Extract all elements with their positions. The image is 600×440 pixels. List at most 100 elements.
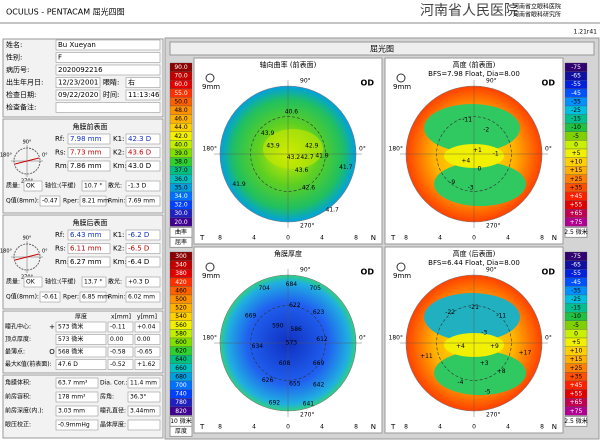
map-value: 684: [286, 281, 298, 288]
scale-label: +25: [570, 365, 583, 372]
field-box: [125, 77, 161, 88]
map-side: N: [371, 423, 376, 431]
map-zone: [424, 293, 520, 341]
field-value: 11:13:46: [128, 91, 160, 99]
field-box: [55, 346, 107, 358]
map-axis-label: 8: [218, 424, 222, 431]
field-box: [55, 64, 161, 76]
scale-swatch: [169, 217, 193, 227]
scale-label: +10: [570, 159, 583, 166]
field-box: [134, 334, 161, 345]
field-box: [127, 405, 161, 417]
map-value: 641: [303, 401, 315, 408]
field-label: 房角:: [100, 393, 114, 401]
map-axis-label: 4: [506, 424, 510, 431]
field-label: Q值(8mm):: [6, 293, 39, 301]
zoom-icon: [396, 73, 406, 83]
field-value: 7.98 mm: [70, 135, 102, 143]
field-box: [81, 180, 107, 192]
map-angle: 270°: [300, 412, 314, 419]
scale-label: +65: [570, 399, 583, 406]
field-label: 晶体厚度:: [100, 421, 126, 429]
scale-label: 46.0: [174, 116, 188, 123]
map-angle: 270°: [300, 223, 314, 230]
field-label: Rper:: [63, 294, 79, 301]
map-value: 623: [313, 309, 325, 316]
map-axis-label: 4: [438, 235, 442, 242]
scale-label: 660: [175, 365, 187, 372]
field-value: 09/22/2020: [58, 91, 98, 99]
map-value: +4: [456, 343, 465, 350]
scale-label: 560: [175, 322, 187, 329]
hospital-sub: 河南省眼科研究所: [513, 11, 561, 19]
field-label: Dia. Cor.:: [100, 380, 127, 387]
map-value: -3: [468, 185, 474, 192]
map-side: T: [390, 234, 396, 242]
field-value: -6.5 D: [128, 245, 149, 253]
field-value: -6.4 D: [128, 258, 149, 266]
scale-label: -75: [571, 253, 581, 260]
field-value: +0.04: [137, 324, 156, 331]
map-title: 高度 (前表面): [453, 60, 496, 69]
map-value: 40.6: [285, 108, 299, 115]
scale-label: -10: [571, 124, 581, 131]
field-value: 11.4 mm: [130, 380, 157, 387]
field-label: 时间:: [103, 90, 119, 99]
field-value: 47.6 D: [58, 361, 78, 368]
field-label: Rm:: [55, 258, 69, 266]
field-value: 43.0 D: [128, 162, 151, 170]
field-value: -0.65: [137, 349, 153, 356]
field-value: F: [58, 54, 62, 62]
map-value: +8: [497, 368, 506, 375]
field-label: 检查备注:: [6, 103, 36, 112]
field-box: [134, 359, 161, 370]
field-value: -1.3 D: [128, 183, 147, 190]
map-value: +9: [490, 343, 499, 350]
map-angle: 90°: [486, 78, 497, 85]
field-label: Rm:: [55, 162, 69, 170]
zoom-icon: [205, 73, 215, 83]
map-value: 41.9: [232, 181, 246, 188]
scale-label: +75: [570, 408, 583, 415]
scale-kind: 屈率: [175, 238, 187, 246]
map-side: N: [371, 234, 376, 242]
field-label: 质量:: [6, 182, 20, 190]
field-box: [55, 359, 107, 370]
field-value: 36.3°: [130, 394, 146, 401]
field-value: 10.7 °: [84, 183, 102, 190]
scale-kind-box: [169, 236, 193, 248]
scale-label: -25: [571, 107, 581, 114]
field-value: -0.11: [110, 324, 126, 331]
map-axis-label: 8: [404, 424, 408, 431]
zoom-icon: [396, 262, 406, 272]
field-box: [67, 243, 111, 254]
field-box: [67, 133, 111, 145]
diagram-label: 0°: [42, 153, 48, 159]
scale-label: +45: [570, 193, 583, 200]
map-title: 高度 (后表面): [453, 249, 496, 258]
field-box: [67, 229, 111, 241]
scale-label: 55.0: [174, 90, 188, 97]
map-side: T: [390, 423, 396, 431]
scale-label: 34.0: [174, 193, 188, 200]
scale-label: 20.0: [174, 219, 188, 226]
scale-label: 380: [175, 270, 187, 277]
field-label: 眼压校正:: [5, 421, 31, 429]
field-label: 散光:: [108, 182, 122, 190]
map-axis-label: 8: [404, 235, 408, 242]
field-box: [125, 276, 161, 288]
scale-label: +35: [570, 373, 583, 380]
scale-label: 32.0: [174, 202, 188, 209]
map-value: 590: [272, 323, 284, 330]
map-axis-label: 8: [354, 235, 358, 242]
field-value: 7.86 mm: [70, 162, 102, 170]
field-label: Rper:: [63, 198, 79, 205]
map-value: -9: [449, 179, 455, 186]
field-value: -0.47: [42, 198, 58, 205]
map-value: -3: [481, 329, 487, 336]
map-angle: 180°: [203, 335, 217, 342]
scale-label: -65: [571, 262, 581, 269]
scale-label: 0: [574, 141, 578, 148]
scale-label: 50.0: [174, 98, 188, 105]
